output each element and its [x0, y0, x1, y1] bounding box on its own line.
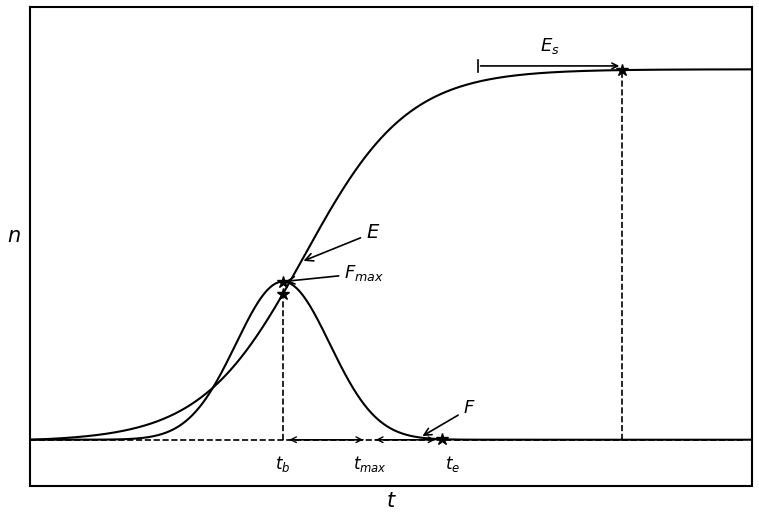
- Text: $E$: $E$: [305, 223, 380, 261]
- Text: $t_e$: $t_e$: [446, 454, 461, 474]
- X-axis label: t: t: [387, 491, 395, 511]
- Text: $t_b$: $t_b$: [276, 454, 291, 474]
- Text: $t_{max}$: $t_{max}$: [352, 454, 386, 474]
- Y-axis label: n: n: [7, 226, 20, 246]
- Text: $F_{max}$: $F_{max}$: [288, 263, 384, 284]
- Text: $E_s$: $E_s$: [540, 36, 560, 55]
- Text: $F$: $F$: [424, 399, 476, 435]
